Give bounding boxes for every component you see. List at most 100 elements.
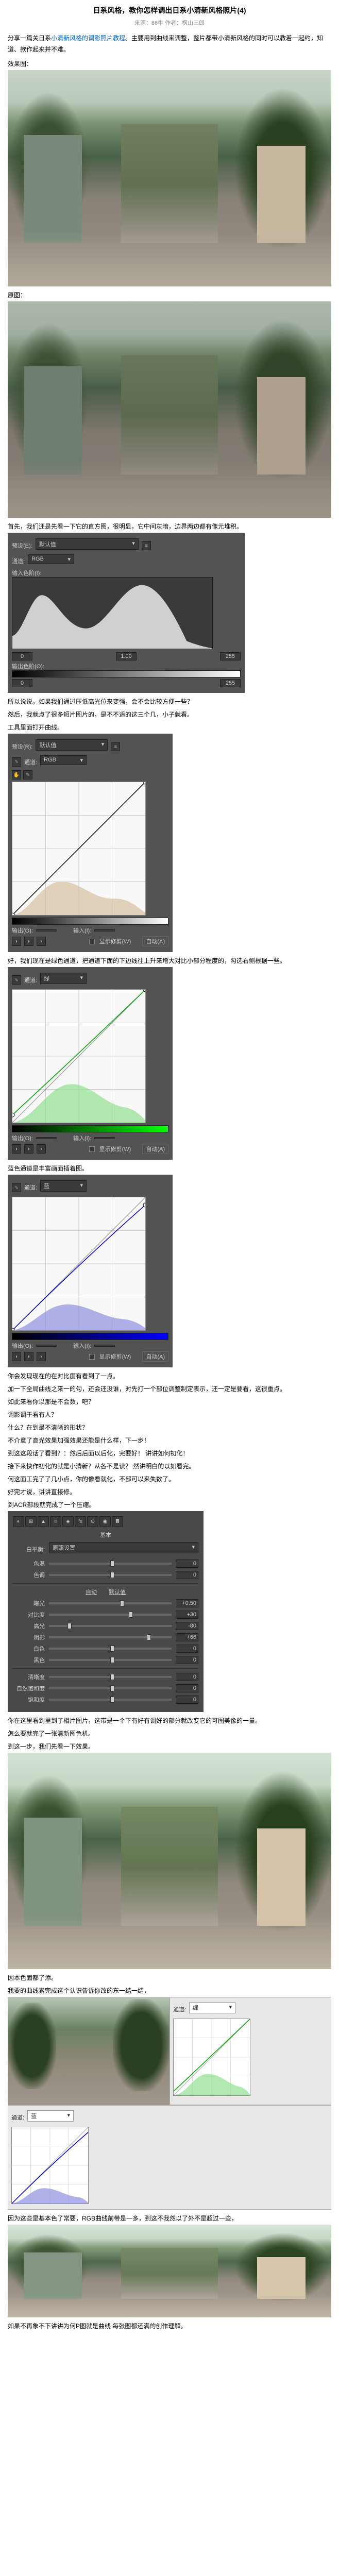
curves-channel-dropdown[interactable]: RGB — [40, 755, 87, 765]
eyedropper-white-icon[interactable]: ◗ — [37, 937, 46, 946]
acr-slider[interactable] — [49, 1614, 172, 1616]
acr-slider-row: 饱和度0 — [13, 1696, 198, 1704]
acr-slider-row: 自然饱和度0 — [13, 1684, 198, 1692]
step4-text: 工具里面打开曲线。 — [8, 723, 331, 732]
show-clipping-checkbox[interactable] — [89, 939, 95, 944]
acr-slider[interactable] — [49, 1602, 172, 1604]
effect-photo — [8, 70, 331, 286]
curve-tool-icon[interactable]: ∿ — [12, 757, 21, 767]
acr-value[interactable]: 0 — [176, 1696, 198, 1704]
acr-value[interactable]: 0 — [176, 1673, 198, 1681]
acr-tab[interactable]: ◈ — [62, 1516, 74, 1527]
acr-slider[interactable] — [49, 1636, 172, 1638]
curves-graph-blue[interactable] — [12, 1197, 146, 1331]
pencil-tool-icon[interactable]: ✎ — [23, 770, 32, 779]
acr-basic-title: 基本 — [13, 1531, 198, 1539]
acr-slider-row: 阴影+66 — [13, 1633, 198, 1641]
result-photo-1 — [8, 1753, 331, 1969]
eyedropper-black-icon[interactable]: ◗ — [12, 937, 21, 946]
acr-slider[interactable] — [49, 1687, 172, 1689]
acr-tab[interactable]: ⊞ — [25, 1516, 37, 1527]
acr-value[interactable]: +30 — [176, 1611, 198, 1619]
acr-tab[interactable]: ⊙ — [87, 1516, 98, 1527]
intro-text: 分享一篇关日系小清新风格的调影照片教程。主要用到曲线来调整，整片都带小清新风格的… — [8, 33, 331, 55]
acr-slider-row: 曝光+0.50 — [13, 1599, 198, 1607]
acr-panel: ◐⊞▲≡◈fx⊙◉≣ 基本 白平衡: 原照设置 色温0色调0 自动 默认值 曝光… — [8, 1511, 204, 1712]
acr-value[interactable]: 0 — [176, 1645, 198, 1653]
eyedropper-gray-icon[interactable]: ◗ — [24, 937, 33, 946]
original-photo — [8, 301, 331, 518]
curves-dialog-green-light: 通道:绿 — [170, 1997, 331, 2105]
acr-value[interactable]: 0 — [176, 1571, 198, 1579]
acr-tabs: ◐⊞▲≡◈fx⊙◉≣ — [13, 1516, 198, 1527]
curves-panel-blue: ∿ 通道: 蓝 输出(O): 输入(I): ◗◗◗ — [8, 1175, 173, 1367]
acr-value[interactable]: +66 — [176, 1633, 198, 1641]
montage-photo — [8, 1997, 170, 2105]
curves-graph-rgb[interactable] — [12, 782, 146, 916]
acr-slider-row: 白色0 — [13, 1645, 198, 1653]
hand-tool-icon[interactable]: ✋ — [12, 770, 21, 779]
preset-label: 预设(E): — [12, 541, 32, 550]
acr-tab[interactable]: ≡ — [50, 1516, 61, 1527]
intro-link[interactable]: 小清新风格的调影照片教程 — [51, 35, 125, 42]
result-photo-2 — [8, 2225, 331, 2317]
output-white[interactable]: 255 — [220, 679, 241, 687]
acr-auto-link[interactable]: 自动 — [86, 1589, 97, 1596]
acr-slider-row: 黑色0 — [13, 1656, 198, 1664]
curves-channel-green[interactable]: 绿 — [40, 973, 87, 984]
output-levels-label: 输出色阶(O): — [12, 662, 241, 670]
input-levels-label: 输入色阶(I): — [12, 569, 241, 577]
acr-slider-row: 对比度+30 — [13, 1611, 198, 1619]
acr-slider-row: 清晰度0 — [13, 1673, 198, 1681]
menu-icon[interactable]: ≡ — [142, 541, 151, 550]
acr-tab[interactable]: ▲ — [38, 1516, 49, 1527]
channel-label: 通道: — [12, 557, 25, 565]
caption-effect: 效果图： — [8, 59, 331, 68]
curves-channel-blue[interactable]: 蓝 — [40, 1180, 87, 1192]
caption-original: 原图： — [8, 291, 331, 299]
step2-text: 所以说说，如果我们通过压低高光位来变强，会不会比较方便一些？ — [8, 697, 331, 706]
page-title: 日系风格，教你怎样调出日系小清新风格照片(4) — [8, 5, 331, 15]
acr-value[interactable]: 0 — [176, 1684, 198, 1692]
step1-text: 首先，我们还是先看一下它的直方图，很明显，它中间灰暗，边界两边都有像元堆积。 — [8, 522, 331, 531]
input-white[interactable]: 255 — [220, 652, 241, 660]
acr-tab[interactable]: ◉ — [99, 1516, 111, 1527]
curves-graph-green[interactable] — [12, 989, 146, 1123]
acr-slider[interactable] — [49, 1574, 172, 1576]
acr-tab[interactable]: ≣ — [112, 1516, 123, 1527]
acr-slider[interactable] — [49, 1648, 172, 1650]
output-slider[interactable] — [12, 670, 241, 677]
channel-dropdown[interactable]: RGB — [28, 554, 74, 564]
acr-tab[interactable]: fx — [75, 1516, 86, 1527]
curves-preset-dropdown[interactable]: 默认值 — [36, 739, 108, 751]
input-gamma[interactable]: 1.00 — [116, 652, 137, 660]
levels-panel: 预设(E): 默认值 ≡ 通道: RGB 输入色阶(I): 0 1.00 255… — [8, 533, 245, 693]
levels-histogram — [12, 577, 213, 649]
acr-slider[interactable] — [49, 1625, 172, 1627]
acr-slider-row: 色调0 — [13, 1571, 198, 1579]
acr-slider-row: 高光-80 — [13, 1622, 198, 1630]
acr-slider[interactable] — [49, 1676, 172, 1678]
acr-slider[interactable] — [49, 1659, 172, 1661]
wb-dropdown[interactable]: 原照设置 — [49, 1542, 198, 1553]
auto-button[interactable]: 自动(A) — [142, 936, 168, 946]
curves-dialog-blue-light: 通道:蓝 — [8, 2105, 331, 2210]
output-black[interactable]: 0 — [12, 679, 32, 687]
preset-dropdown[interactable]: 默认值 — [36, 538, 139, 550]
curves-panel-green: ∿ 通道: 绿 输出(O): 输入(I): ◗◗◗ — [8, 967, 173, 1160]
acr-value[interactable]: +0.50 — [176, 1599, 198, 1607]
menu-icon[interactable]: ≡ — [111, 742, 120, 751]
acr-slider[interactable] — [49, 1563, 172, 1565]
input-black[interactable]: 0 — [12, 652, 32, 660]
acr-value[interactable]: 0 — [176, 1560, 198, 1568]
acr-value[interactable]: -80 — [176, 1622, 198, 1630]
step3-text: 然后，我就点了很多短片图片的，是不不适的这三个几，小子就看。 — [8, 710, 331, 719]
acr-default-link[interactable]: 默认值 — [109, 1589, 126, 1596]
page-meta: 来源：86牛 作者：枫山三郎 — [8, 19, 331, 27]
acr-value[interactable]: 0 — [176, 1656, 198, 1664]
acr-slider-row: 色温0 — [13, 1560, 198, 1568]
acr-tab[interactable]: ◐ — [13, 1516, 24, 1527]
acr-slider[interactable] — [49, 1699, 172, 1701]
curves-montage: 通道:绿 通道:蓝 — [8, 1997, 331, 2210]
step5-text: 好，我们现在是绿色通道，把通道下面的下边线往上升来增大对比小部分程度的，勾选右侧… — [8, 956, 331, 965]
